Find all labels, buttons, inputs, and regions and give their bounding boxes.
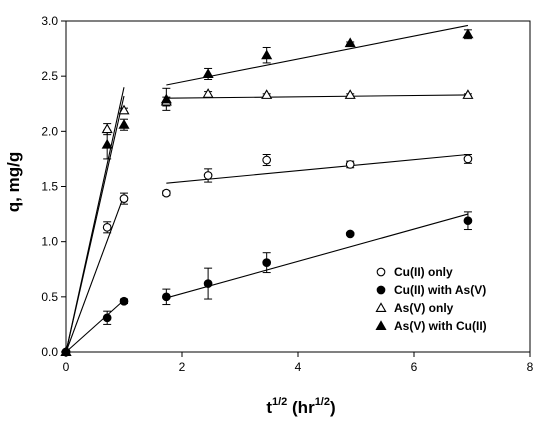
legend-label: As(V) with Cu(II) (394, 319, 487, 333)
data-point (463, 154, 473, 164)
legend-marker (375, 302, 387, 313)
fit-line (65, 87, 125, 353)
data-point (118, 119, 130, 129)
y-tick-label: 3.0 (41, 14, 58, 28)
legend-label: As(V) only (394, 301, 454, 315)
data-point (345, 229, 355, 239)
data-point (261, 49, 273, 60)
data-point (60, 346, 72, 357)
x-axis-title: t1/2 (hr1/2) (266, 396, 335, 417)
fit-line (166, 213, 469, 299)
data-point (160, 93, 172, 104)
y-tick-label: 2.5 (41, 69, 58, 83)
fit-line (166, 24, 469, 86)
fit-line (166, 153, 468, 184)
legend-marker (376, 267, 386, 277)
data-point (344, 89, 356, 99)
y-tick-label: 1.0 (41, 235, 58, 249)
data-point (344, 37, 356, 48)
x-tick-label: 4 (295, 360, 302, 374)
y-axis-title: q, mg/g (4, 152, 23, 212)
data-point (463, 216, 473, 226)
x-tick-label: 6 (411, 360, 418, 374)
y-tick-label: 0.0 (41, 345, 58, 359)
legend-marker (376, 285, 386, 295)
x-tick-label: 2 (179, 360, 186, 374)
fit-line (65, 299, 125, 353)
x-tick-label: 8 (527, 360, 534, 374)
data-point (102, 313, 112, 323)
data-point (119, 194, 129, 203)
y-tick-label: 2.0 (41, 124, 58, 138)
legend-label: Cu(II) only (394, 265, 453, 279)
data-point (261, 89, 273, 99)
y-tick-label: 0.5 (41, 290, 58, 304)
data-point (203, 171, 213, 180)
data-point (203, 279, 213, 288)
data-point (101, 138, 113, 149)
data-point (102, 222, 112, 232)
legend-marker (375, 320, 387, 331)
data-point (119, 296, 129, 306)
y-tick-label: 1.5 (41, 180, 58, 194)
data-point (345, 160, 355, 169)
data-point (462, 28, 474, 39)
data-point (262, 258, 272, 267)
x-tick-label: 0 (63, 360, 70, 374)
fit-line (65, 195, 125, 353)
data-point (202, 88, 214, 98)
data-point (462, 89, 474, 99)
data-point (161, 188, 171, 198)
data-point (202, 68, 214, 78)
data-point (101, 123, 113, 134)
data-point (161, 292, 171, 302)
plot-frame (65, 20, 531, 353)
data-point (118, 104, 130, 115)
fit-line (166, 94, 468, 99)
data-point (262, 155, 272, 165)
legend-label: Cu(II) with As(V) (394, 283, 486, 297)
legend: Cu(II) only Cu(II) with As(V) As(V) only As… (375, 265, 487, 333)
